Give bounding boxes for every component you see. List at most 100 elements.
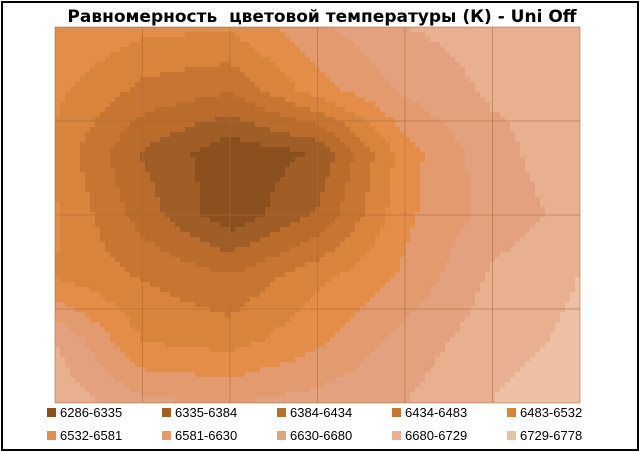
contour-cell	[530, 247, 536, 253]
contour-cell	[300, 37, 306, 43]
contour-cell	[90, 252, 96, 258]
contour-cell	[535, 72, 541, 78]
contour-cell	[535, 87, 541, 93]
contour-cell	[115, 227, 121, 233]
contour-cell	[325, 77, 331, 83]
contour-cell	[475, 102, 481, 108]
contour-cell	[555, 52, 561, 58]
contour-cell	[170, 157, 176, 163]
contour-cell	[520, 182, 526, 188]
contour-cell	[400, 192, 406, 198]
contour-cell	[290, 177, 296, 183]
contour-cell	[535, 32, 541, 38]
contour-cell	[105, 32, 111, 38]
contour-cell	[435, 72, 441, 78]
contour-cell	[450, 32, 456, 38]
contour-cell	[500, 42, 506, 48]
contour-cell	[75, 222, 81, 228]
contour-cell	[370, 122, 376, 128]
contour-cell	[340, 57, 346, 63]
contour-cell	[355, 142, 361, 148]
contour-cell	[410, 202, 416, 208]
contour-cell	[450, 42, 456, 48]
contour-cell	[120, 92, 126, 98]
contour-cell	[95, 177, 101, 183]
contour-cell	[425, 157, 431, 163]
contour-cell	[575, 102, 580, 108]
contour-cell	[110, 262, 116, 268]
contour-cell	[300, 252, 306, 258]
contour-cell	[240, 62, 246, 68]
contour-cell	[375, 152, 381, 158]
contour-cell	[520, 257, 526, 263]
contour-cell	[120, 162, 126, 168]
contour-cell	[90, 247, 96, 253]
contour-cell	[575, 47, 580, 53]
contour-cell	[355, 162, 361, 168]
contour-cell	[245, 232, 251, 238]
contour-cell	[480, 207, 486, 213]
contour-cell	[260, 247, 266, 253]
contour-cell	[185, 177, 191, 183]
contour-cell	[360, 62, 366, 68]
contour-cell	[440, 87, 446, 93]
contour-cell	[550, 167, 556, 173]
contour-cell	[230, 32, 236, 38]
contour-cell	[565, 192, 571, 198]
contour-cell	[450, 102, 456, 108]
contour-cell	[65, 252, 71, 258]
contour-cell	[180, 112, 186, 118]
contour-cell	[405, 257, 411, 263]
contour-cell	[420, 57, 426, 63]
contour-cell	[265, 72, 271, 78]
contour-cell	[80, 192, 86, 198]
contour-cell	[290, 152, 296, 158]
contour-cell	[85, 237, 91, 243]
contour-cell	[60, 257, 66, 263]
contour-cell	[290, 122, 296, 128]
contour-cell	[380, 222, 386, 228]
contour-cell	[425, 97, 431, 103]
contour-cell	[220, 252, 226, 258]
contour-cell	[165, 192, 171, 198]
contour-cell	[535, 152, 541, 158]
contour-cell	[90, 182, 96, 188]
contour-cell	[110, 152, 116, 158]
contour-cell	[520, 217, 526, 223]
contour-cell	[520, 42, 526, 48]
contour-cell	[560, 62, 566, 68]
contour-cell	[445, 217, 451, 223]
contour-cell	[565, 82, 571, 88]
contour-cell	[305, 87, 311, 93]
contour-cell	[410, 107, 416, 113]
contour-cell	[335, 257, 341, 263]
contour-cell	[375, 52, 381, 58]
contour-cell	[135, 252, 141, 258]
contour-cell	[135, 92, 141, 98]
contour-cell	[330, 142, 336, 148]
contour-cell	[125, 127, 131, 133]
contour-cell	[170, 247, 176, 253]
contour-cell	[405, 182, 411, 188]
contour-cell	[440, 247, 446, 253]
contour-cell	[95, 62, 101, 68]
contour-cell	[295, 27, 301, 33]
contour-cell	[535, 92, 541, 98]
contour-cell	[355, 102, 361, 108]
contour-cell	[395, 222, 401, 228]
contour-cell	[180, 247, 186, 253]
contour-cell	[120, 112, 126, 118]
contour-cell	[325, 202, 331, 208]
contour-cell	[205, 82, 211, 88]
contour-cell	[230, 107, 236, 113]
contour-cell	[295, 107, 301, 113]
contour-cell	[200, 27, 206, 33]
contour-cell	[200, 117, 206, 123]
contour-cell	[240, 77, 246, 83]
contour-cell	[80, 37, 86, 43]
contour-cell	[110, 92, 116, 98]
contour-cell	[195, 117, 201, 123]
contour-cell	[190, 127, 196, 133]
contour-cell	[85, 217, 91, 223]
contour-cell	[515, 237, 521, 243]
